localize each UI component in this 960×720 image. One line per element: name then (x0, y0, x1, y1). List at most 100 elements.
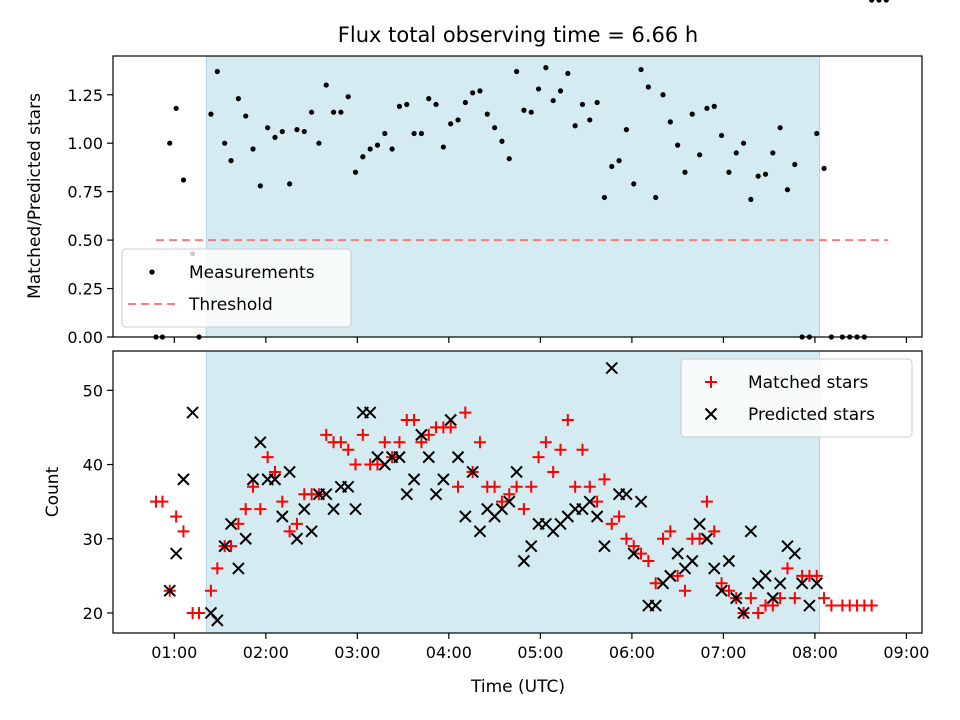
data-point (448, 121, 454, 127)
data-point (247, 480, 260, 493)
data-point (305, 525, 318, 538)
data-point (649, 577, 662, 590)
data-point (177, 473, 190, 486)
data-point (224, 517, 238, 531)
data-point (770, 150, 776, 156)
data-point (510, 465, 523, 479)
data-point (451, 450, 465, 464)
data-point (627, 540, 640, 553)
data-point (254, 436, 267, 449)
data-point (193, 606, 206, 619)
data-point (374, 142, 381, 148)
data-point (218, 539, 231, 553)
x-tick-label: 08:00 (792, 643, 838, 662)
y-tick-label: 0.50 (67, 231, 103, 250)
data-point (795, 577, 809, 590)
data-point (682, 169, 688, 175)
x-tick-label: 01:00 (151, 643, 197, 662)
y-tick-label: 50 (83, 381, 103, 400)
data-point (334, 436, 347, 449)
data-point (363, 406, 377, 419)
data-point (631, 181, 637, 187)
y-tick-label: 20 (83, 604, 103, 623)
data-point (473, 436, 486, 449)
x-axis-label-bottom: Count (43, 466, 63, 517)
data-point (711, 103, 717, 109)
data-point (345, 94, 351, 100)
data-point (287, 181, 293, 187)
data-point (715, 577, 728, 590)
series-predicted-stars (164, 363, 823, 627)
legend: Matched stars Predicted stars (680, 358, 913, 438)
data-point (609, 163, 615, 170)
data-point (283, 525, 296, 538)
legend-box (680, 358, 913, 438)
data-point (513, 68, 520, 75)
y-tick-label: 40 (83, 456, 103, 475)
data-point (752, 606, 765, 619)
data-point (208, 111, 214, 117)
y-tick-label: 0.25 (67, 280, 103, 299)
series-measurements (153, 0, 889, 340)
data-point (156, 495, 169, 508)
legend-label: Measurements (189, 263, 315, 283)
data-point (342, 443, 355, 456)
data-point (883, 0, 889, 3)
data-point (788, 592, 801, 605)
axes-frame (112, 350, 923, 634)
x-tick-label: 06:00 (609, 643, 655, 662)
data-point (726, 169, 732, 175)
data-point (762, 171, 769, 177)
data-point (825, 599, 838, 612)
data-point (722, 554, 736, 568)
data-point (503, 488, 516, 501)
data-point (664, 569, 677, 583)
data-point (308, 109, 315, 115)
data-point (283, 465, 296, 479)
data-point (495, 495, 508, 508)
data-point (583, 495, 597, 508)
data-point (693, 532, 706, 545)
data-point (810, 577, 823, 590)
data-point (689, 111, 695, 117)
data-point (686, 554, 699, 568)
data-point (459, 510, 472, 523)
data-point (211, 562, 224, 575)
data-point (298, 502, 311, 516)
legend: Measurements Threshold (121, 248, 352, 328)
data-point (598, 539, 611, 553)
data-point (722, 584, 735, 597)
data-point (422, 428, 435, 441)
data-point (653, 194, 659, 201)
data-point (635, 547, 648, 560)
data-point (279, 128, 285, 135)
data-point (228, 158, 234, 164)
data-point (239, 503, 252, 516)
data-point (730, 591, 743, 605)
data-point (587, 117, 593, 123)
data-point (276, 495, 289, 508)
ratio-panel: 0.00 0.25 0.50 0.75 1.00 1.25 Measurements Thre… (67, 0, 923, 347)
data-point (407, 473, 421, 486)
data-point (766, 591, 780, 605)
data-point (484, 111, 490, 117)
data-point (389, 146, 395, 152)
data-point (517, 554, 531, 568)
axes-frame (112, 55, 923, 338)
data-point (777, 125, 783, 131)
x-tick-label: 04:00 (426, 643, 472, 662)
data-point (579, 101, 586, 108)
data-point (378, 436, 391, 449)
data-point (214, 68, 220, 75)
legend-label: Threshold (188, 295, 273, 315)
data-point (272, 134, 278, 140)
data-point (170, 510, 183, 523)
data-point (265, 125, 271, 131)
data-point (627, 547, 640, 560)
y-tick-label: 0.75 (67, 183, 103, 202)
data-point (601, 194, 608, 201)
data-point (422, 450, 435, 464)
data-point (521, 107, 527, 113)
data-point (821, 165, 827, 171)
data-point (675, 142, 681, 148)
